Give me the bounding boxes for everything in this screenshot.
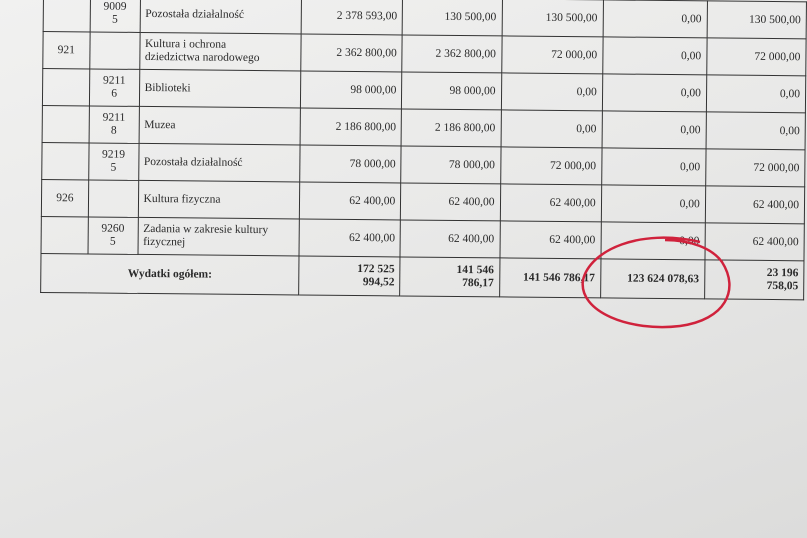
red-circle — [581, 236, 731, 329]
